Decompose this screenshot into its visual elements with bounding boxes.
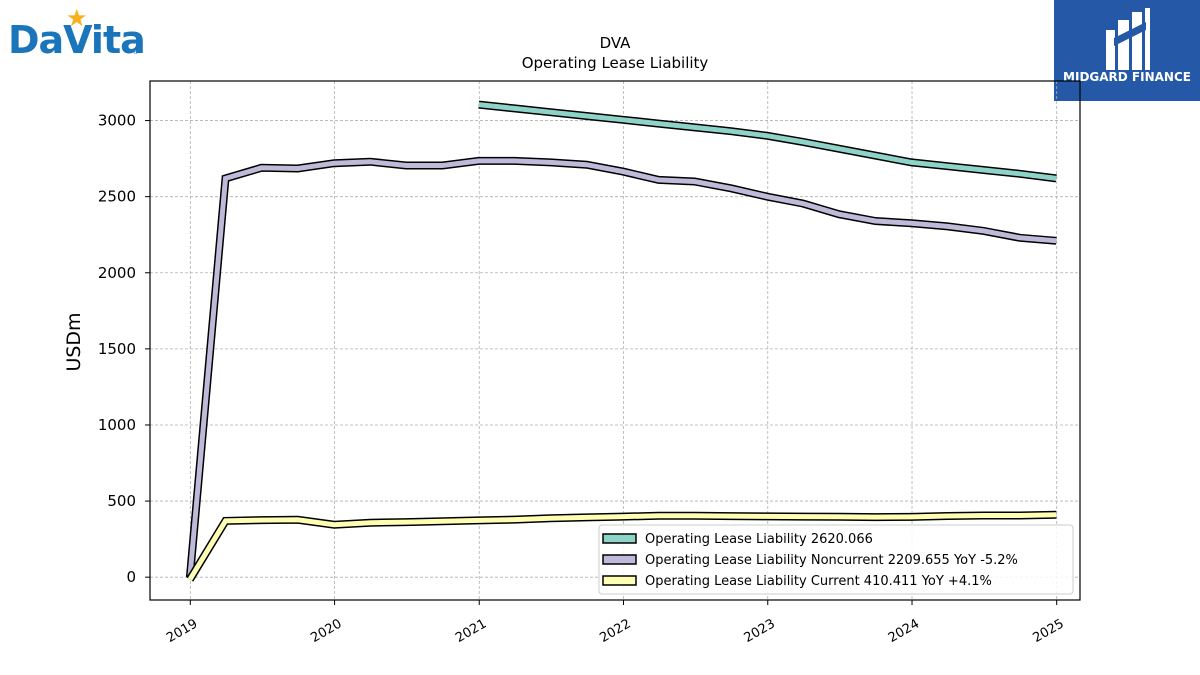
legend-box bbox=[598, 524, 1074, 595]
y-tick-label: 2000 bbox=[98, 264, 136, 282]
series-1 bbox=[185, 156, 1057, 578]
company-logo-text: DaVita bbox=[8, 18, 146, 62]
sponsor-emblem-icon bbox=[1106, 8, 1150, 72]
x-tick-label: 2023 bbox=[742, 616, 778, 646]
series-line bbox=[478, 102, 1057, 181]
sponsor-name: MIDGARD FINANCE bbox=[1063, 70, 1191, 84]
y-tick-label: 2500 bbox=[98, 188, 136, 206]
series-2 bbox=[186, 510, 1057, 582]
y-tick-label: 1000 bbox=[98, 416, 136, 434]
y-axis-label: USDm bbox=[63, 312, 85, 371]
star-icon: ★ bbox=[66, 4, 88, 32]
series-line bbox=[187, 512, 1057, 581]
plot-frame bbox=[149, 80, 1081, 601]
chart-title: DVA bbox=[600, 34, 632, 52]
x-tick-label: 2020 bbox=[308, 616, 344, 646]
x-tick-label: 2019 bbox=[164, 616, 200, 646]
legend: Operating Lease Liability 2620.066 Operat… bbox=[598, 524, 1074, 595]
y-tick-label: 500 bbox=[107, 492, 136, 510]
x-tick-label: 2022 bbox=[597, 616, 633, 646]
x-tick-label: 2021 bbox=[453, 616, 489, 646]
legend-swatch bbox=[602, 575, 637, 586]
legend-label: Operating Lease Liability Noncurrent 220… bbox=[645, 553, 1018, 568]
y-tick-label: 1500 bbox=[98, 340, 136, 358]
x-tick-label: 2025 bbox=[1031, 616, 1067, 646]
series-0 bbox=[478, 100, 1057, 183]
legend-swatch bbox=[602, 533, 637, 544]
legend-swatch bbox=[602, 554, 637, 565]
chart-subtitle: Operating Lease Liability bbox=[522, 54, 709, 72]
x-tick-label: 2024 bbox=[886, 616, 922, 646]
series-group bbox=[185, 100, 1057, 582]
registered-mark-icon: ® bbox=[132, 48, 139, 56]
y-tick-label: 3000 bbox=[98, 112, 136, 130]
y-tick-label: 0 bbox=[126, 568, 136, 586]
series-line bbox=[187, 158, 1057, 578]
company-logo: DaVita ★ ® bbox=[4, 4, 146, 62]
legend-label: Operating Lease Liability 2620.066 bbox=[645, 532, 873, 547]
legend-label: Operating Lease Liability Current 410.41… bbox=[645, 574, 992, 589]
sponsor-logo: MIDGARD FINANCE bbox=[1054, 0, 1200, 101]
